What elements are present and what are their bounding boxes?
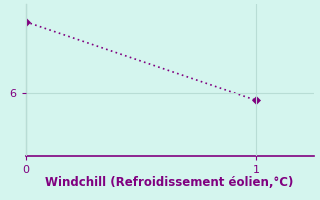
X-axis label: Windchill (Refroidissement éolien,°C): Windchill (Refroidissement éolien,°C) — [45, 176, 294, 189]
